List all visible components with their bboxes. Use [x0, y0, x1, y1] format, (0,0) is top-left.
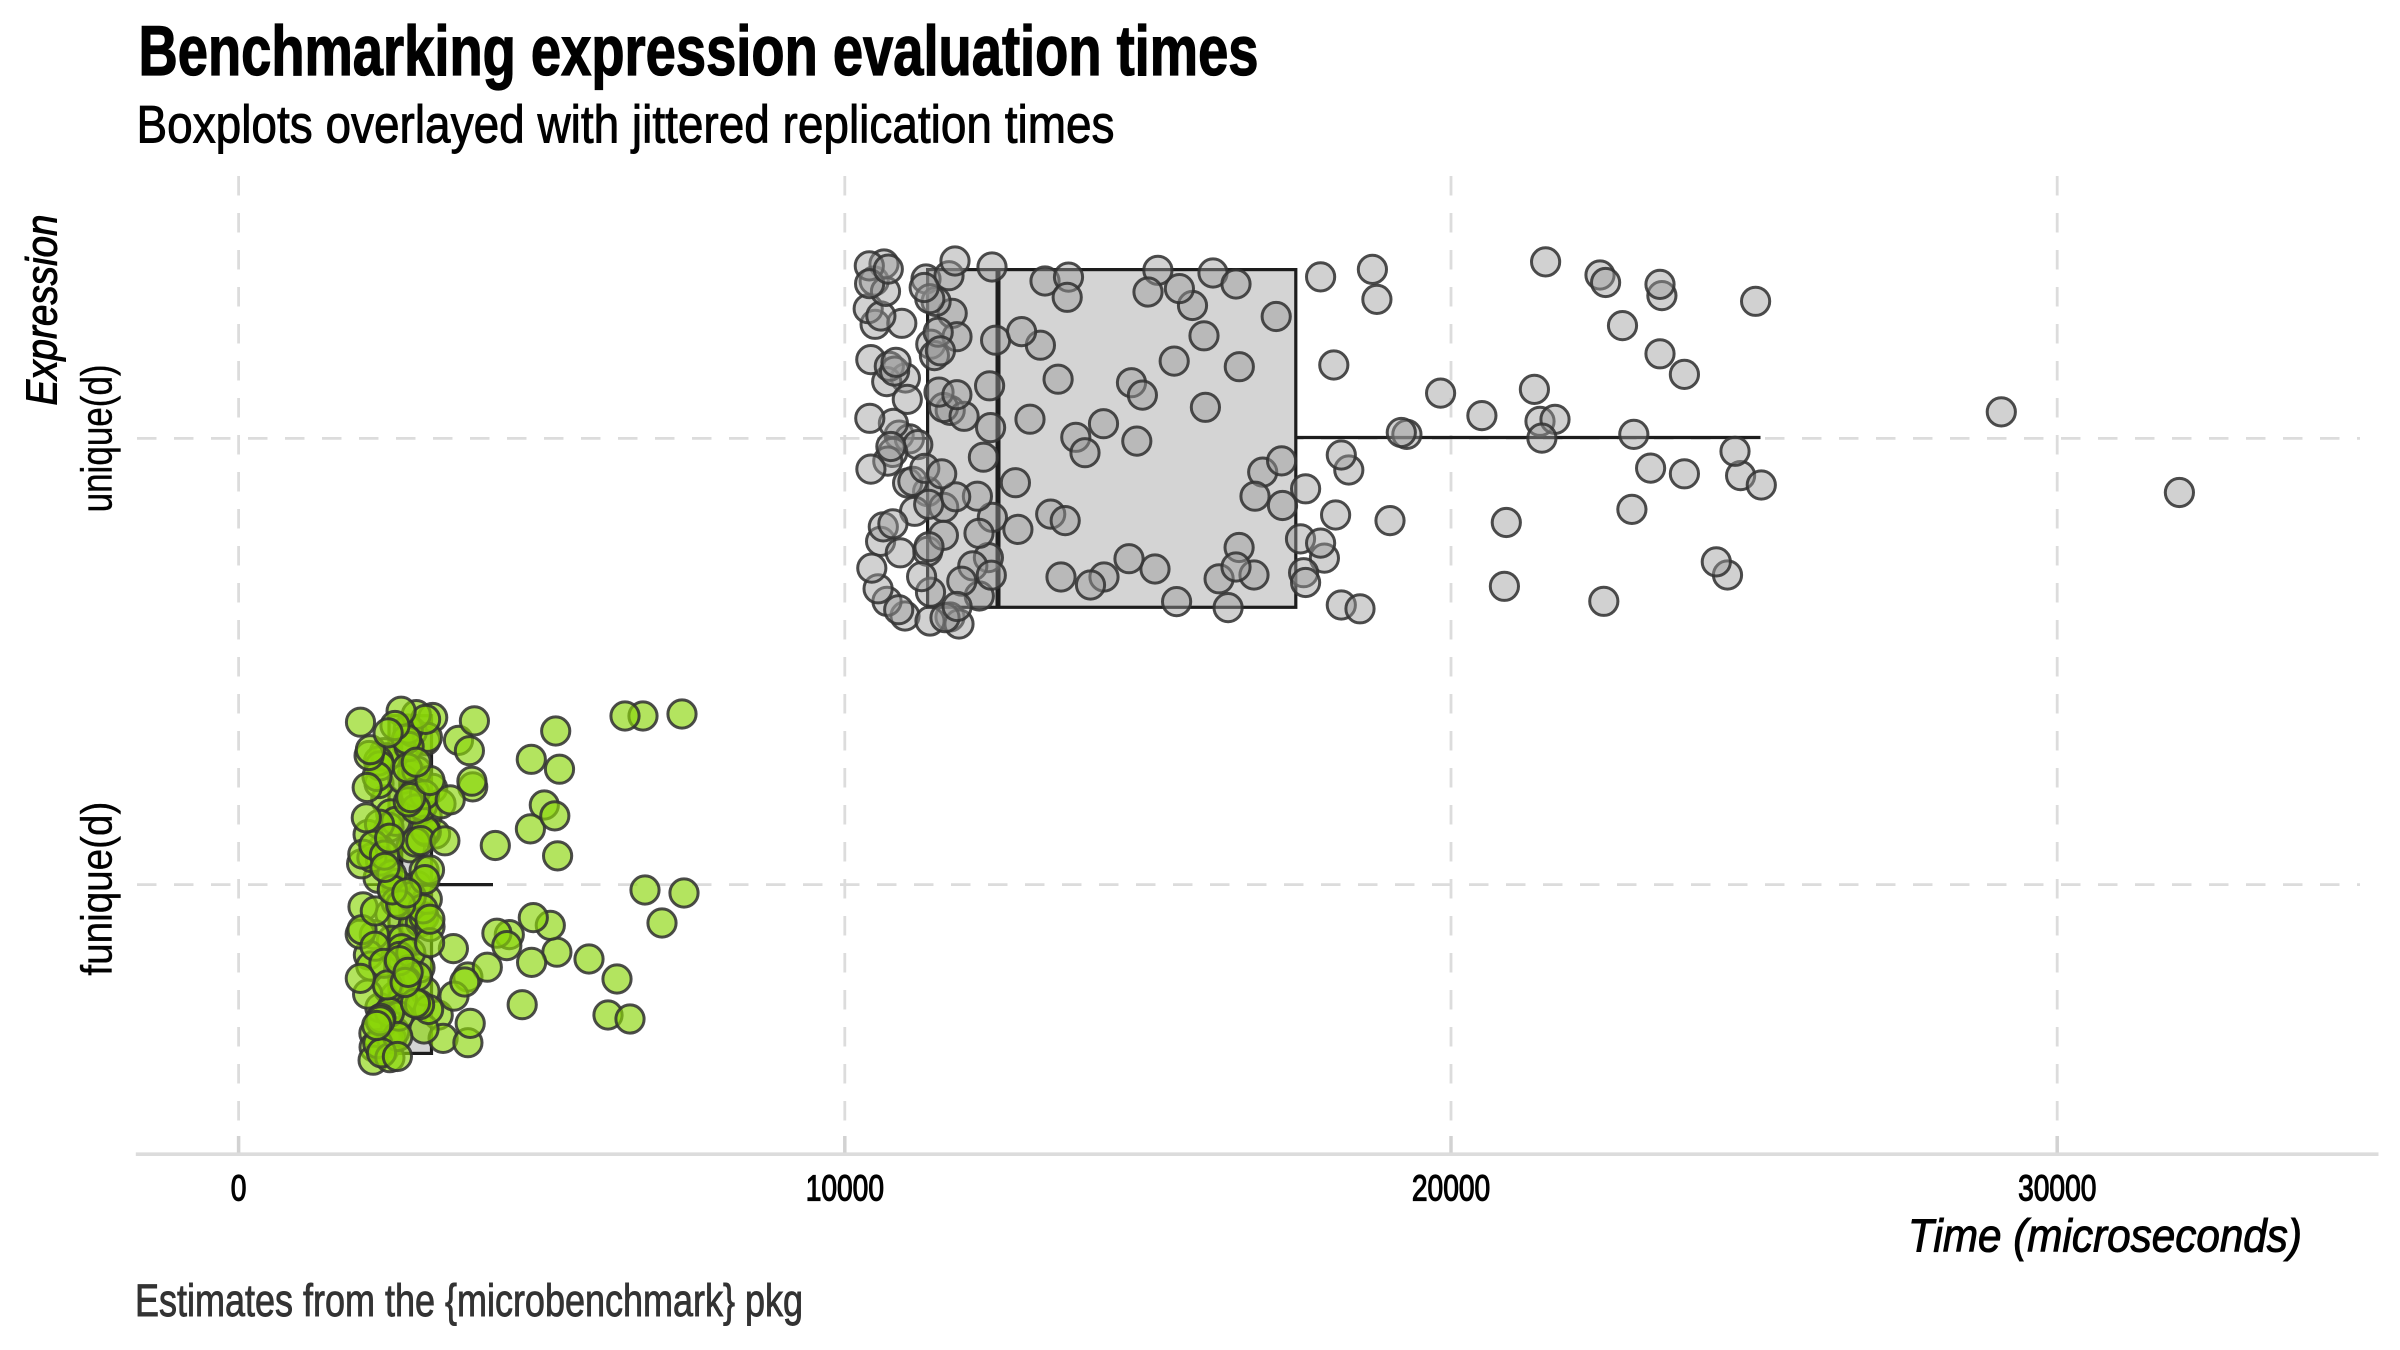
- svg-text:Boxplots overlayed with jitter: Boxplots overlayed with jittered replica…: [137, 95, 1115, 154]
- svg-text:30000: 30000: [2018, 1168, 2096, 1209]
- svg-text:Time (microseconds): Time (microseconds): [1908, 1210, 2302, 1262]
- svg-text:Estimates from the {microbench: Estimates from the {microbenchmark} pkg: [135, 1275, 803, 1326]
- svg-text:unique(d): unique(d): [74, 364, 122, 512]
- svg-text:funique(d): funique(d): [74, 802, 122, 976]
- svg-text:20000: 20000: [1412, 1168, 1490, 1209]
- svg-text:Benchmarking expression evalua: Benchmarking expression evaluation times: [139, 11, 1259, 90]
- svg-text:Expression: Expression: [18, 215, 67, 406]
- svg-text:0: 0: [231, 1168, 247, 1209]
- svg-text:10000: 10000: [806, 1168, 884, 1209]
